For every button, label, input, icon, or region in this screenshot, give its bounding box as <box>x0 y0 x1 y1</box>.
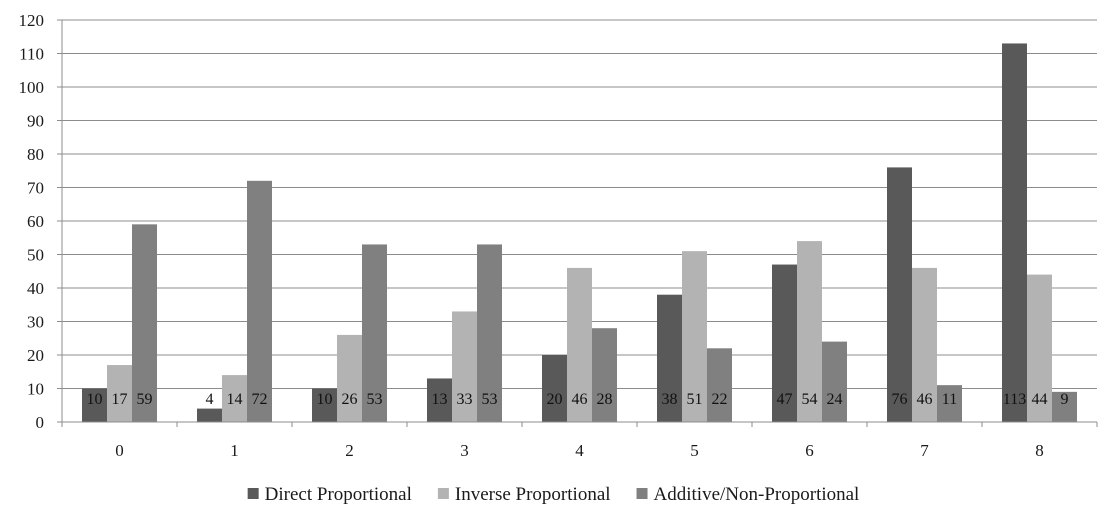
gridlines <box>62 19 1097 389</box>
data-labels: 10 17 59 4 14 72 10 26 53 13 33 53 20 46 28 38 51 22 47 54 2… <box>87 391 1069 408</box>
bar <box>132 224 157 422</box>
legend-label: Direct Proportional <box>265 484 412 505</box>
y-tick-label: 120 <box>19 11 45 30</box>
legend-swatch <box>247 488 259 499</box>
data-label: 76 <box>892 391 908 408</box>
bar <box>542 355 567 422</box>
bar <box>707 348 732 422</box>
bar <box>427 378 452 422</box>
x-tick-label: 6 <box>805 441 814 460</box>
legend-label: Inverse Proportional <box>455 484 611 505</box>
legend-label: Additive/Non-Proportional <box>654 484 860 505</box>
data-label: 20 <box>547 391 563 408</box>
data-label: 47 <box>777 391 793 408</box>
legend-swatch <box>636 488 648 499</box>
bar <box>1002 43 1027 422</box>
y-tick-label: 100 <box>19 78 45 97</box>
data-label: 59 <box>137 391 153 408</box>
x-tick-label: 1 <box>230 441 239 460</box>
data-label: 38 <box>662 391 678 408</box>
bar <box>797 241 822 422</box>
y-tick-label: 70 <box>27 179 44 198</box>
bar <box>567 267 592 422</box>
y-tick-label: 30 <box>27 313 44 332</box>
data-label: 28 <box>597 391 613 408</box>
data-label: 10 <box>87 391 103 408</box>
y-tick-label: 20 <box>27 346 44 365</box>
bar <box>107 365 132 422</box>
bar <box>452 311 477 422</box>
data-label: 11 <box>942 391 957 408</box>
bar <box>592 328 617 422</box>
bar <box>822 341 847 422</box>
data-label: 53 <box>482 391 498 408</box>
bar <box>887 167 912 422</box>
legend-swatch <box>437 488 449 499</box>
bar <box>362 244 387 422</box>
legend: Direct Proportional Inverse Proportional A… <box>247 484 860 505</box>
bar <box>1027 274 1052 422</box>
bar <box>477 244 502 422</box>
x-tick-label: 8 <box>1035 441 1044 460</box>
x-tick-label: 5 <box>690 441 699 460</box>
x-tick-label: 0 <box>115 441 124 460</box>
y-tick-label: 110 <box>19 45 44 64</box>
bar <box>937 385 962 422</box>
axes <box>57 19 1098 427</box>
data-label: 17 <box>112 391 128 408</box>
data-label: 9 <box>1061 391 1069 408</box>
x-tick-label: 7 <box>920 441 929 460</box>
bar <box>197 408 222 422</box>
bar <box>1052 391 1077 422</box>
data-label: 33 <box>457 391 473 408</box>
data-label: 46 <box>572 391 588 408</box>
bars <box>82 43 1077 422</box>
y-tick-label: 10 <box>27 380 44 399</box>
data-label: 54 <box>802 391 818 408</box>
data-label: 72 <box>252 391 268 408</box>
data-label: 51 <box>687 391 703 408</box>
bar <box>657 294 682 422</box>
bar <box>337 334 362 422</box>
data-label: 13 <box>432 391 448 408</box>
y-tick-label: 80 <box>27 145 44 164</box>
y-tick-label: 50 <box>27 246 44 265</box>
data-label: 26 <box>342 391 358 408</box>
data-label: 14 <box>227 391 243 408</box>
y-tick-label: 40 <box>27 279 44 298</box>
y-tick-label: 60 <box>27 212 44 231</box>
bar <box>772 264 797 422</box>
tick-labels: 0 10 20 30 40 50 60 70 80 90 100 110 120 0 1 2 3 4 5 6 7 8 <box>19 11 1044 460</box>
y-tick-label: 90 <box>27 112 44 131</box>
x-tick-label: 3 <box>460 441 469 460</box>
bar <box>312 388 337 422</box>
data-label: 22 <box>712 391 728 408</box>
x-tick-label: 2 <box>345 441 354 460</box>
x-tick-label: 4 <box>575 441 584 460</box>
data-label: 24 <box>827 391 843 408</box>
bar <box>682 251 707 422</box>
bar <box>82 388 107 422</box>
bar <box>222 375 247 422</box>
y-tick-label: 0 <box>36 413 45 432</box>
data-label: 4 <box>206 391 214 408</box>
data-label: 113 <box>1003 391 1026 408</box>
data-label: 44 <box>1032 391 1048 408</box>
data-label: 53 <box>367 391 383 408</box>
bar <box>912 267 937 422</box>
data-label: 10 <box>317 391 333 408</box>
data-label: 46 <box>917 391 933 408</box>
bar <box>247 180 272 422</box>
